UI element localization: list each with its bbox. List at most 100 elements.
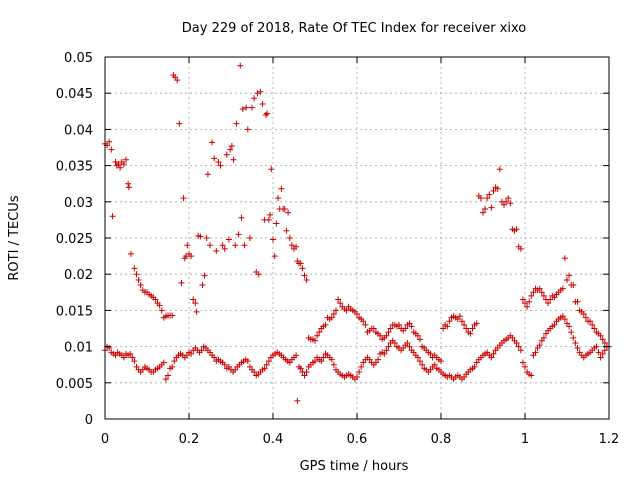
data-point [299, 265, 306, 272]
y-tick-label: 0.02 [64, 268, 93, 283]
data-point [599, 336, 606, 343]
data-point [595, 349, 602, 356]
data-points [102, 62, 612, 404]
data-point [293, 352, 300, 359]
data-point [354, 374, 360, 381]
data-point [221, 361, 228, 368]
data-point [120, 354, 127, 361]
data-point [486, 191, 493, 198]
data-point [597, 332, 604, 339]
x-tick-label: 0 [101, 432, 109, 447]
data-point [408, 323, 415, 330]
data-point [127, 350, 134, 357]
y-tick-label: 0.025 [56, 232, 93, 247]
data-point [385, 329, 392, 336]
data-point [484, 195, 491, 202]
data-point [178, 279, 185, 286]
data-point [193, 308, 200, 315]
data-point [251, 368, 258, 375]
y-tick-label: 0.045 [56, 87, 93, 102]
data-point [551, 321, 558, 328]
grid-lines [105, 57, 609, 419]
data-point [540, 334, 547, 341]
data-point [566, 272, 573, 279]
y-tick-label: 0.01 [64, 341, 93, 356]
data-point [209, 139, 216, 146]
data-point [156, 302, 163, 309]
data-point [273, 220, 280, 227]
data-point [219, 242, 226, 249]
y-tick-label: 0.05 [64, 51, 93, 66]
data-point [160, 359, 167, 366]
data-point [243, 104, 250, 111]
data-point [473, 320, 480, 327]
data-point [120, 161, 127, 168]
y-tick-labels: 0 0.005 0.01 0.015 0.02 0.025 0.03 0.035 0.04 0.0… [56, 51, 93, 428]
data-point [221, 245, 228, 252]
data-point [427, 350, 434, 357]
data-point [228, 143, 235, 150]
data-point [169, 312, 176, 319]
data-point [417, 336, 423, 343]
data-point [129, 354, 136, 361]
data-point [459, 318, 465, 325]
y-axis-label: ROTI / TECUs [7, 195, 22, 280]
data-point [456, 313, 463, 320]
data-point [169, 363, 176, 370]
x-tick-label: 0.6 [347, 432, 368, 447]
data-point [135, 276, 142, 283]
data-point [171, 358, 178, 365]
data-point [201, 272, 208, 279]
data-point [192, 300, 199, 307]
data-point [133, 271, 140, 278]
data-point [303, 276, 310, 283]
data-point [225, 236, 232, 243]
data-point [285, 209, 292, 216]
data-point [370, 325, 377, 332]
data-point [271, 253, 278, 260]
data-point [283, 227, 290, 234]
data-point [330, 311, 337, 318]
data-point [257, 88, 264, 95]
data-point [294, 397, 301, 404]
data-point [131, 265, 138, 272]
data-point [303, 368, 310, 375]
data-point [314, 332, 321, 339]
data-point [538, 289, 545, 296]
data-point [572, 339, 579, 346]
data-point [343, 307, 350, 314]
data-point [564, 276, 570, 283]
data-point [536, 342, 543, 349]
data-point [570, 282, 577, 289]
data-point [503, 198, 510, 205]
x-tick-label: 0.4 [263, 432, 284, 447]
data-point [580, 311, 587, 318]
data-point [494, 185, 501, 192]
data-point [383, 347, 390, 354]
data-point [396, 321, 402, 328]
data-point [601, 339, 608, 346]
data-point [517, 347, 524, 354]
chart-title: Day 229 of 2018, Rate Of TEC Index for r… [182, 21, 527, 36]
data-point [297, 365, 304, 372]
data-point [570, 334, 577, 341]
data-point [360, 318, 367, 325]
data-point [165, 372, 171, 379]
data-point [587, 318, 594, 325]
data-point [320, 354, 327, 361]
data-point [211, 155, 218, 162]
data-point [536, 285, 543, 292]
data-point [490, 187, 497, 194]
data-point [312, 337, 318, 344]
data-point [597, 354, 604, 361]
data-point [480, 209, 486, 216]
data-point [328, 356, 335, 363]
data-point [275, 195, 282, 202]
y-tick-label: 0.035 [56, 160, 93, 175]
data-point [158, 307, 165, 314]
data-point [213, 248, 220, 255]
data-point [383, 332, 390, 339]
data-point [318, 358, 325, 365]
data-point [444, 323, 451, 330]
data-point [417, 358, 423, 365]
